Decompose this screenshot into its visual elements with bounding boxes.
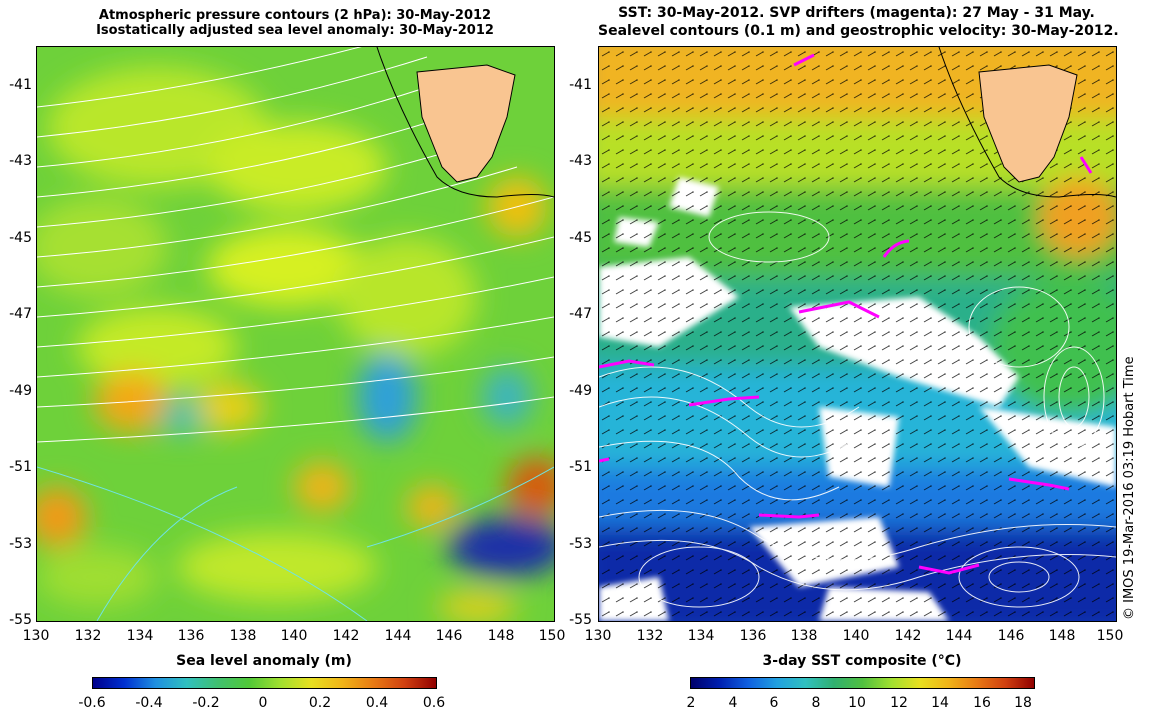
right-cb-label: 2 — [686, 695, 696, 711]
sla-field — [37, 47, 554, 621]
right-x-tick: 132 — [636, 628, 664, 644]
right-cb-label: 8 — [811, 695, 821, 711]
right-x-tick: 150 — [1096, 628, 1124, 644]
right-x-tick: 146 — [997, 628, 1025, 644]
svp-drifters — [599, 53, 1093, 575]
left-cb-label: -0.4 — [135, 695, 163, 711]
sst-map[interactable] — [598, 46, 1117, 622]
pressure-contours — [37, 47, 554, 443]
right-y-tick: -53 — [569, 536, 592, 552]
left-y-tick: -45 — [9, 230, 32, 246]
imos-credit: © IMOS 19-Mar-2016 03:19 Hobart Time — [1122, 356, 1137, 620]
left-x-tick: 144 — [384, 628, 412, 644]
left-y-tick: -43 — [9, 153, 32, 169]
left-y-tick: -55 — [9, 612, 32, 628]
left-cb-label: 0 — [258, 695, 268, 711]
right-cb-label: 14 — [931, 695, 949, 711]
left-x-tick: 148 — [487, 628, 515, 644]
left-cb-label: -0.6 — [78, 695, 106, 711]
right-title-line1: SST: 30-May-2012. SVP drifters (magenta)… — [618, 5, 1095, 21]
left-colorbar-title: Sea level anomaly (m) — [176, 653, 352, 669]
left-cb-label: 0.6 — [422, 695, 446, 711]
left-cb-label: -0.2 — [192, 695, 220, 711]
right-cb-label: 6 — [769, 695, 779, 711]
right-x-tick: 148 — [1048, 628, 1076, 644]
left-y-tick: -51 — [9, 459, 32, 475]
left-y-tick: -47 — [9, 306, 32, 322]
left-x-tick: 138 — [229, 628, 257, 644]
right-y-tick: -43 — [569, 153, 592, 169]
left-y-tick: -53 — [9, 536, 32, 552]
tasmania-land — [416, 64, 516, 183]
right-y-tick: -41 — [569, 77, 592, 93]
left-colorbar — [92, 677, 437, 689]
right-title-line2: Sealevel contours (0.1 m) and geostrophi… — [598, 23, 1119, 39]
tasmania-land-right — [978, 64, 1078, 183]
left-x-tick: 150 — [538, 628, 566, 644]
right-y-tick: -51 — [569, 459, 592, 475]
right-y-tick: -55 — [569, 612, 592, 628]
right-x-tick: 138 — [790, 628, 818, 644]
right-cb-label: 12 — [890, 695, 908, 711]
left-x-tick: 140 — [280, 628, 308, 644]
left-x-tick: 136 — [177, 628, 205, 644]
right-cb-label: 16 — [973, 695, 991, 711]
left-y-tick: -41 — [9, 77, 32, 93]
left-x-tick: 134 — [126, 628, 154, 644]
right-y-tick: -47 — [569, 306, 592, 322]
right-colorbar — [690, 677, 1035, 689]
sealevel-contours — [599, 211, 1116, 608]
left-y-tick: -49 — [9, 383, 32, 399]
right-colorbar-title: 3-day SST composite (°C) — [762, 653, 962, 669]
sea-level-anomaly-map[interactable] — [36, 46, 555, 622]
right-x-tick: 140 — [842, 628, 870, 644]
left-cb-label: 0.2 — [308, 695, 332, 711]
right-x-tick: 142 — [894, 628, 922, 644]
cyan-contours — [37, 466, 554, 621]
left-title-line2: Isostatically adjusted sea level anomaly… — [96, 23, 494, 38]
right-x-tick: 144 — [945, 628, 973, 644]
left-title-line1: Atmospheric pressure contours (2 hPa): 3… — [98, 8, 492, 23]
sst-field — [599, 47, 1116, 621]
right-cb-label: 4 — [728, 695, 738, 711]
right-y-tick: -49 — [569, 383, 592, 399]
right-cb-label: 10 — [848, 695, 866, 711]
right-cb-label: 18 — [1014, 695, 1032, 711]
right-x-tick: 136 — [739, 628, 767, 644]
left-x-tick: 146 — [435, 628, 463, 644]
left-x-tick: 142 — [332, 628, 360, 644]
right-y-tick: -45 — [569, 230, 592, 246]
left-cb-label: 0.4 — [365, 695, 389, 711]
right-x-tick: 130 — [584, 628, 612, 644]
right-x-tick: 134 — [687, 628, 715, 644]
left-x-tick: 132 — [74, 628, 102, 644]
left-x-tick: 130 — [22, 628, 50, 644]
